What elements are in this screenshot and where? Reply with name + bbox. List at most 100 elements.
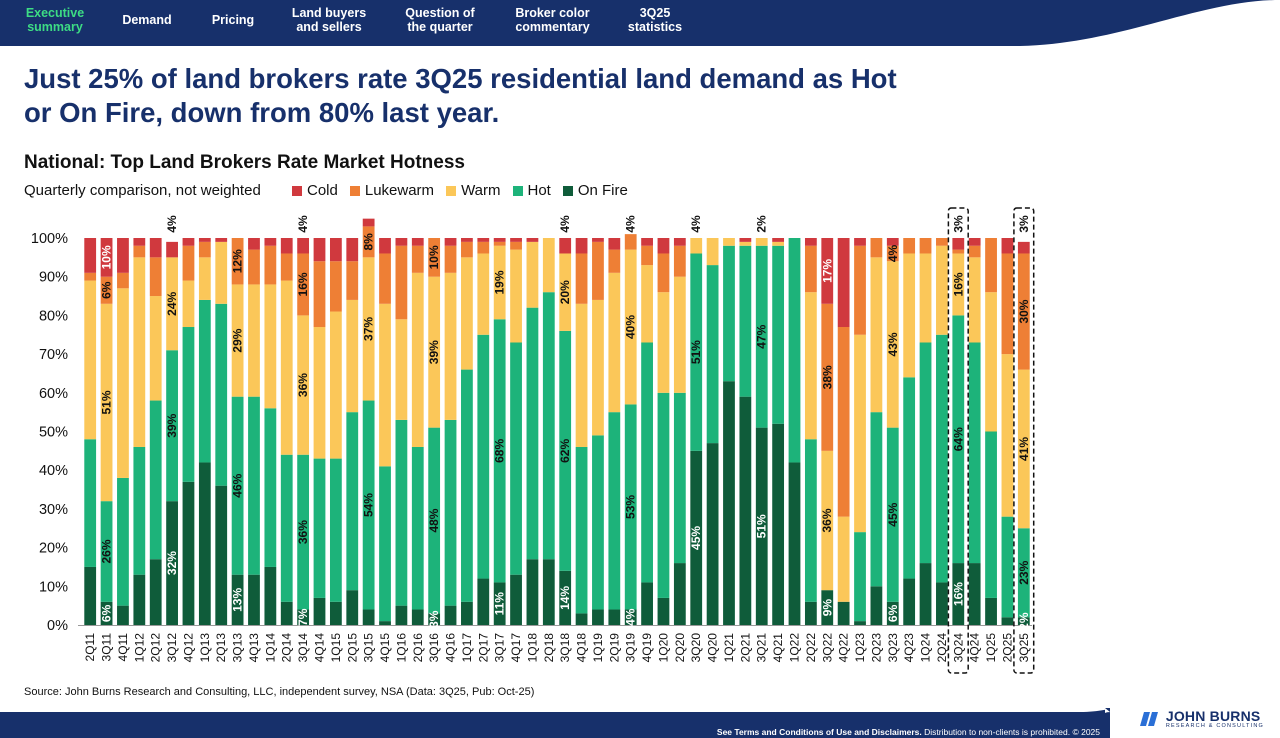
bar-segment-lukewarm — [510, 241, 522, 250]
bar-segment-lukewarm — [182, 245, 195, 281]
bar-segment-on-fire — [919, 563, 932, 625]
bar-segment-cold — [821, 238, 834, 304]
bar-segment-hot — [657, 392, 670, 598]
bar-segment-warm — [264, 284, 277, 409]
bar-segment-lukewarm — [117, 272, 129, 289]
bar-segment-warm — [854, 334, 866, 533]
bar-segment-cold — [444, 238, 457, 246]
bar-segment-lukewarm — [329, 261, 342, 312]
bar-segment-warm — [215, 241, 228, 304]
bar-segment-cold — [117, 238, 129, 273]
bar-segment-hot — [379, 466, 391, 622]
bar-segment-cold — [1017, 241, 1030, 254]
nav-tab-broker-commentary[interactable]: Broker color commentary — [515, 6, 590, 34]
bar-segment-hot — [297, 454, 310, 610]
x-tick-label: 4Q14 — [313, 633, 327, 663]
y-tick-label: 100% — [31, 231, 68, 247]
bar-segment-cold — [329, 238, 342, 262]
bar-segment-hot — [215, 303, 228, 486]
chart-title: National: Top Land Brokers Rate Market H… — [24, 152, 465, 173]
bar-segment-on-fire — [477, 578, 490, 625]
bar-segment-warm — [804, 292, 817, 440]
nav-tab-land-buyers-sellers[interactable]: Land buyers and sellers — [291, 6, 367, 34]
bar-segment-hot — [166, 350, 178, 502]
source-note: Source: John Burns Research and Consulti… — [24, 686, 535, 698]
bar-segment-hot — [526, 307, 539, 560]
data-label: 38% — [820, 365, 834, 389]
bar-segment-on-fire — [379, 621, 391, 625]
bar-segment-cold — [84, 238, 97, 273]
data-label: 6% — [886, 604, 900, 622]
bar-segment-warm — [837, 516, 850, 602]
x-tick-label: 3Q11 — [100, 633, 114, 662]
bar-segment-hot — [1001, 516, 1014, 618]
bar-segment-warm — [673, 276, 686, 393]
top-navigation: Executive summary Demand Pricing Land buy… — [0, 0, 1280, 46]
bar-segment-lukewarm — [1017, 253, 1030, 370]
bar-segment-on-fire — [657, 597, 670, 625]
bar-segment-hot — [329, 458, 342, 602]
x-tick-label: 3Q17 — [493, 633, 507, 663]
bar-segment-warm — [166, 257, 178, 351]
bar-segment-on-fire — [559, 570, 572, 625]
data-label: 10% — [100, 245, 114, 269]
data-label: 32% — [165, 551, 179, 575]
highlight-box-3q25 — [1013, 207, 1035, 674]
nav-tab-pricing[interactable]: Pricing — [211, 13, 255, 27]
nav-tab-question-of-quarter[interactable]: Question of the quarter — [405, 6, 475, 34]
bar-segment-warm — [297, 315, 310, 455]
bar-segment-hot — [461, 369, 473, 602]
bar-segment-cold — [886, 238, 899, 246]
bar-segment-on-fire — [84, 566, 97, 625]
x-tick-label: 1Q17 — [460, 633, 474, 663]
bar-segment-lukewarm — [133, 245, 146, 258]
bar-segment-warm — [772, 241, 785, 246]
x-tick-label: 4Q19 — [640, 633, 654, 663]
bar-segment-hot — [248, 396, 260, 575]
bar-segment-warm — [575, 303, 588, 447]
x-tick-label: 2Q13 — [214, 633, 228, 663]
y-tick-label: 30% — [39, 502, 68, 518]
bar-segment-cold — [133, 238, 146, 246]
nav-tab-3q25-statistics[interactable]: 3Q25 statistics — [627, 6, 683, 34]
chart-legend: Cold Lukewarm Warm Hot On Fire — [292, 182, 628, 199]
bar-segment-lukewarm — [854, 245, 866, 335]
bar-segment-on-fire — [329, 601, 342, 625]
x-tick-label: 4Q16 — [444, 633, 458, 663]
bar-segment-cold — [804, 238, 817, 246]
legend-swatch-warm — [446, 185, 457, 196]
nav-tab-executive-summary[interactable]: Executive summary — [25, 6, 85, 34]
terms-link[interactable]: See Terms and Conditions of Use and Disc… — [716, 727, 922, 737]
data-label: 16% — [296, 272, 310, 296]
bar-segment-cold — [149, 238, 162, 258]
bar-segment-hot — [673, 392, 686, 564]
bar-segment-warm — [493, 245, 506, 320]
x-tick-label: 1Q16 — [394, 633, 408, 663]
distribution-note: Distribution to non-clients is prohibite… — [921, 727, 1100, 737]
bar-segment-cold — [198, 238, 211, 242]
bar-segment-warm — [198, 257, 211, 300]
x-tick-label: 3Q13 — [231, 633, 245, 663]
nav-tab-demand[interactable]: Demand — [122, 13, 172, 27]
data-label: 40% — [624, 315, 638, 339]
data-label: 6% — [100, 281, 114, 299]
data-label: 6% — [100, 604, 114, 622]
bar-segment-hot — [313, 458, 326, 598]
bar-segment-lukewarm — [673, 245, 686, 277]
bar-segment-cold — [280, 238, 293, 254]
bar-segment-hot — [723, 245, 735, 382]
bar-segment-hot — [952, 315, 965, 564]
bar-segment-warm — [1001, 354, 1014, 517]
bar-segment-lukewarm — [461, 241, 473, 258]
data-label: 51% — [755, 514, 769, 538]
bar-segment-cold — [608, 238, 621, 250]
y-tick-label: 70% — [39, 347, 68, 363]
bar-segment-on-fire — [248, 574, 260, 625]
data-label: 20% — [558, 280, 572, 304]
bar-segment-cold — [493, 238, 506, 242]
bar-segment-lukewarm — [592, 241, 604, 300]
bar-segment-hot — [788, 238, 801, 463]
data-label: 8% — [362, 233, 376, 251]
bar-segment-lukewarm — [903, 238, 916, 254]
bar-segment-cold — [837, 238, 850, 328]
